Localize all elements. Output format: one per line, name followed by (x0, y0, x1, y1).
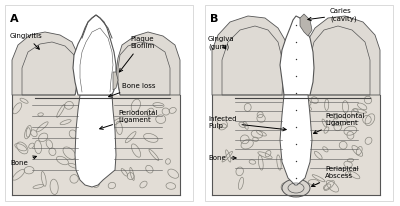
Polygon shape (300, 14, 312, 36)
Polygon shape (212, 16, 288, 95)
Polygon shape (116, 32, 180, 95)
Polygon shape (12, 32, 80, 95)
Text: Bone: Bone (10, 156, 36, 166)
Text: Periodontal
Ligament: Periodontal Ligament (314, 113, 364, 133)
Text: Caries
(cavity): Caries (cavity) (308, 8, 357, 21)
Text: Gingiva
(gum): Gingiva (gum) (208, 36, 235, 49)
Text: Periodontal
Ligament: Periodontal Ligament (100, 110, 157, 129)
Text: Infected
Pulp: Infected Pulp (208, 116, 286, 131)
Text: Periapical
Abscess: Periapical Abscess (312, 166, 359, 186)
Ellipse shape (282, 179, 310, 197)
Bar (12, 95, 180, 195)
Bar (5, 5, 193, 201)
Polygon shape (280, 95, 312, 185)
Bar (212, 95, 380, 195)
Text: Bone loss: Bone loss (109, 83, 156, 97)
Polygon shape (280, 16, 314, 95)
Polygon shape (305, 16, 380, 95)
Text: Bone: Bone (208, 155, 236, 161)
Polygon shape (75, 95, 116, 187)
Text: Plaque
Biofilm: Plaque Biofilm (119, 36, 154, 72)
Polygon shape (73, 15, 116, 95)
Text: A: A (10, 14, 19, 24)
Bar (205, 5, 393, 201)
Text: B: B (210, 14, 218, 24)
Text: Gingivitis: Gingivitis (10, 33, 43, 49)
Polygon shape (113, 72, 118, 90)
